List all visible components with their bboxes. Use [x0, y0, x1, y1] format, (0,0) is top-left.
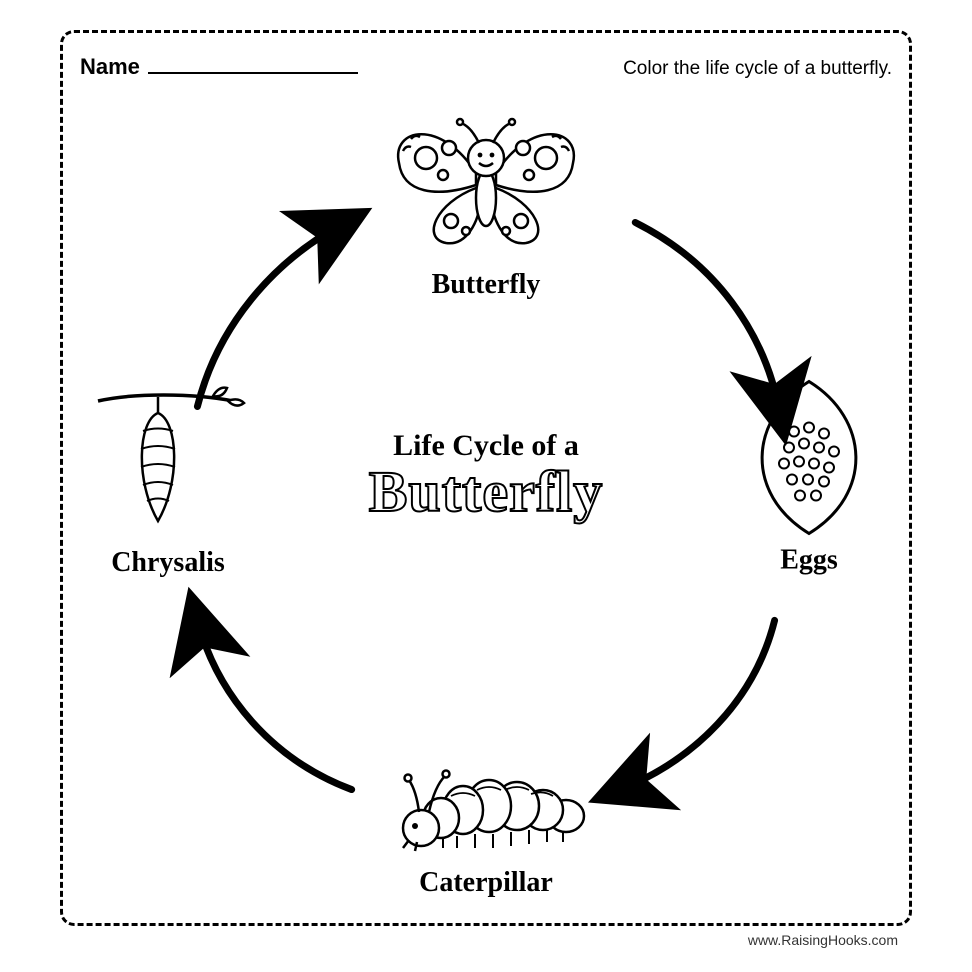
stage-butterfly: Butterfly — [376, 103, 596, 301]
stage-label-eggs: Eggs — [714, 544, 904, 576]
title-line2: Butterfly — [306, 463, 666, 521]
cycle-diagram: Life Cycle of a Butterfly — [78, 113, 894, 899]
stage-chrysalis: Chrysalis — [68, 371, 268, 579]
stage-label-caterpillar: Caterpillar — [356, 867, 616, 899]
header: Name Color the life cycle of a butterfly… — [80, 54, 892, 80]
arrow-bottom-left — [197, 620, 351, 789]
stage-label-chrysalis: Chrysalis — [68, 547, 268, 579]
footer-credit: www.RaisingHooks.com — [748, 932, 898, 948]
caterpillar-icon — [371, 746, 601, 861]
stage-eggs: Eggs — [714, 373, 904, 576]
name-label: Name — [80, 54, 140, 80]
name-blank-line[interactable] — [148, 58, 358, 74]
stage-label-butterfly: Butterfly — [376, 269, 596, 301]
butterfly-icon — [381, 103, 591, 263]
title-line1: Life Cycle of a — [306, 429, 666, 463]
instruction-text: Color the life cycle of a butterfly. — [623, 58, 892, 80]
stage-caterpillar: Caterpillar — [356, 746, 616, 899]
eggs-icon — [734, 373, 884, 538]
worksheet-page: Name Color the life cycle of a butterfly… — [18, 18, 954, 954]
chrysalis-icon — [83, 371, 253, 541]
arrow-right-bottom — [620, 620, 774, 789]
center-title: Life Cycle of a Butterfly — [306, 429, 666, 521]
name-field: Name — [80, 54, 358, 80]
